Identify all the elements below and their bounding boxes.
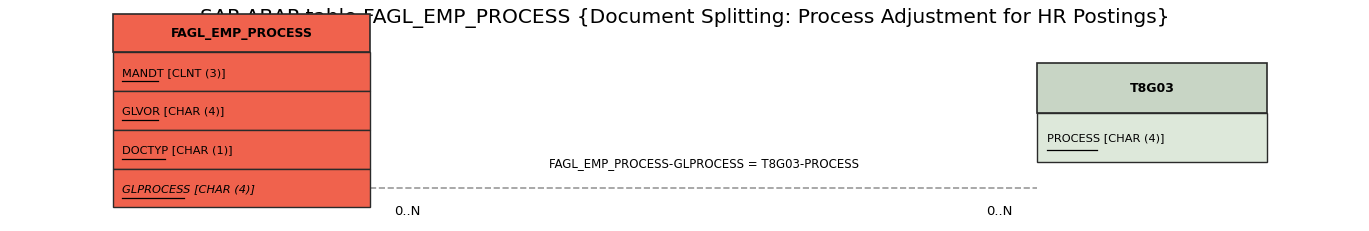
FancyBboxPatch shape <box>112 130 370 169</box>
FancyBboxPatch shape <box>112 53 370 92</box>
FancyBboxPatch shape <box>112 15 370 53</box>
Text: FAGL_EMP_PROCESS-GLPROCESS = T8G03-PROCESS: FAGL_EMP_PROCESS-GLPROCESS = T8G03-PROCE… <box>549 157 858 170</box>
Text: 0..N: 0..N <box>986 204 1013 218</box>
FancyBboxPatch shape <box>1038 64 1268 113</box>
Text: FAGL_EMP_PROCESS: FAGL_EMP_PROCESS <box>170 27 312 40</box>
Text: MANDT [CLNT (3)]: MANDT [CLNT (3)] <box>122 67 226 77</box>
FancyBboxPatch shape <box>112 169 370 207</box>
Text: 0..N: 0..N <box>394 204 420 218</box>
FancyBboxPatch shape <box>1038 113 1268 163</box>
Text: SAP ABAP table FAGL_EMP_PROCESS {Document Splitting: Process Adjustment for HR P: SAP ABAP table FAGL_EMP_PROCESS {Documen… <box>200 8 1169 27</box>
Text: DOCTYP [CHAR (1)]: DOCTYP [CHAR (1)] <box>122 145 233 155</box>
Text: T8G03: T8G03 <box>1129 82 1175 95</box>
Text: GLPROCESS [CHAR (4)]: GLPROCESS [CHAR (4)] <box>122 183 256 193</box>
Text: GLVOR [CHAR (4)]: GLVOR [CHAR (4)] <box>122 106 225 116</box>
FancyBboxPatch shape <box>112 92 370 130</box>
Text: PROCESS [CHAR (4)]: PROCESS [CHAR (4)] <box>1047 133 1164 143</box>
